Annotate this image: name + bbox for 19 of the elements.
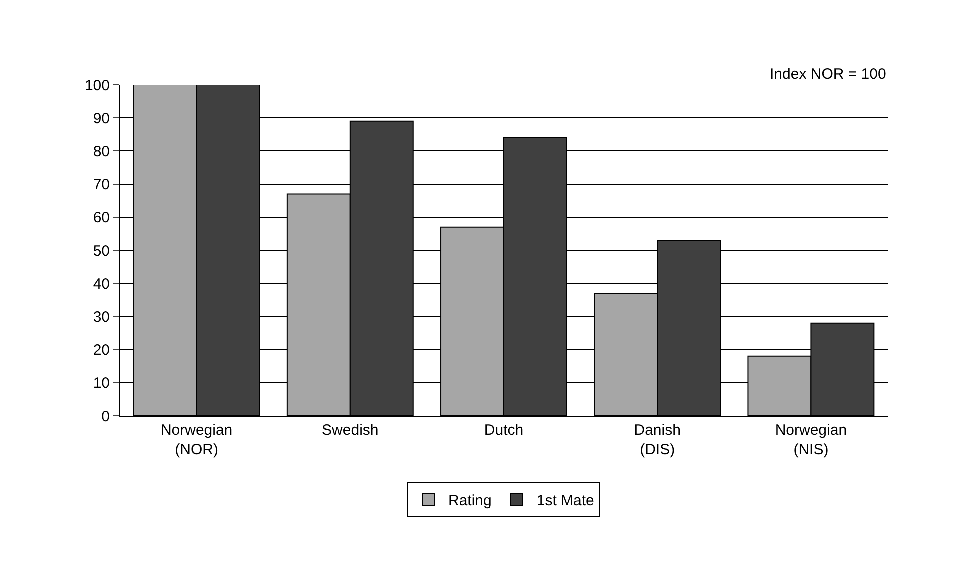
- x-tick-label: Norwegian (NOR): [160, 422, 233, 458]
- y-tick-label: 40: [93, 276, 110, 293]
- y-tick-label: 80: [93, 143, 110, 160]
- y-tick-label: 0: [102, 408, 110, 426]
- y-tick-label: 70: [93, 176, 110, 194]
- x-tick-label: Danish (DIS): [634, 422, 681, 458]
- text: Index NOR = 100: [770, 66, 886, 83]
- x-tick-label: Norwegian (NIS): [775, 422, 848, 458]
- y-tick-label: 10: [93, 375, 110, 392]
- y-tick-label: 60: [93, 210, 110, 227]
- y-tick-label: 50: [93, 242, 110, 260]
- x-tick-label: Swedish: [322, 422, 379, 439]
- y-tick-label: 20: [93, 342, 110, 360]
- y-tick-label: 100: [84, 77, 110, 94]
- y-tick-label: 30: [93, 308, 110, 326]
- x-tick-label: Dutch: [484, 422, 524, 439]
- legend-label: Rating: [448, 492, 492, 510]
- legend-label: 1st Mate: [536, 492, 594, 510]
- y-tick-label: 90: [93, 110, 110, 128]
